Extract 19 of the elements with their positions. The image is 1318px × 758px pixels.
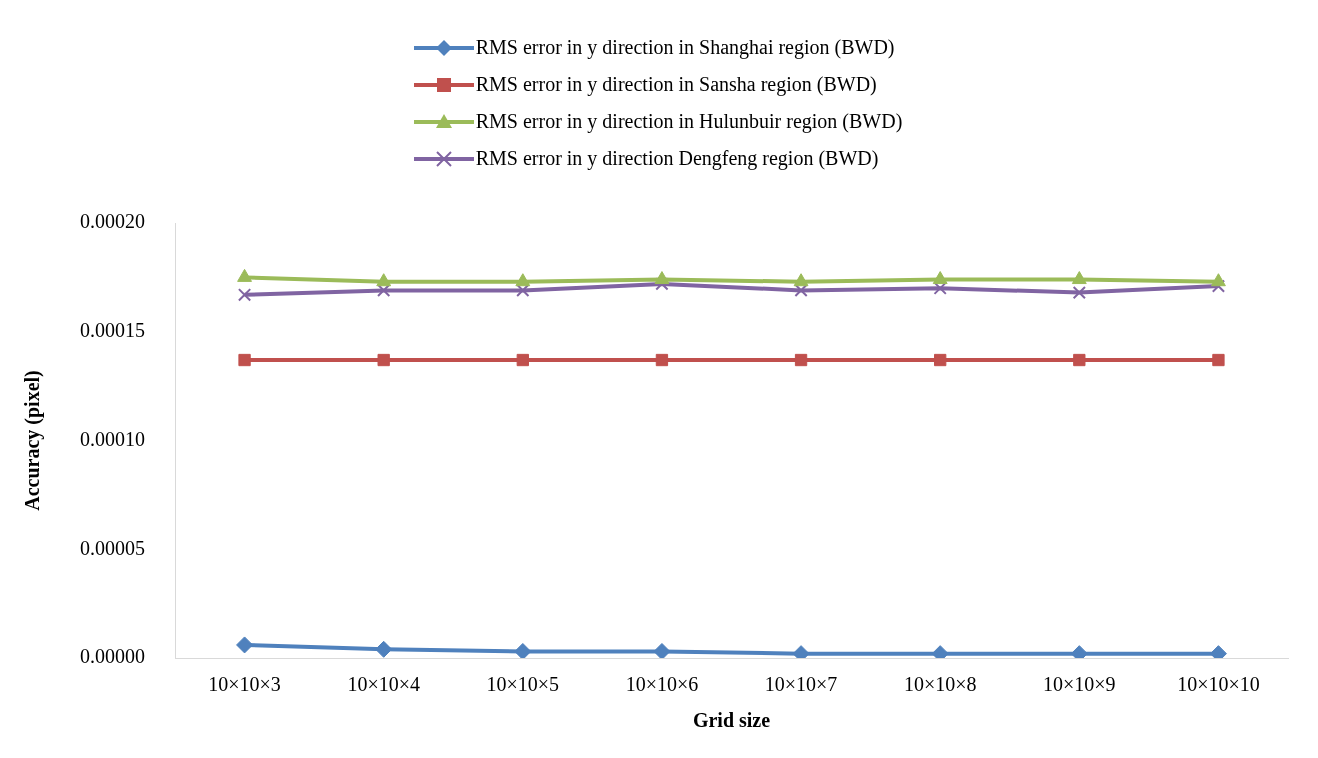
legend-label: RMS error in y direction in Sansha region (BWD) bbox=[475, 73, 877, 96]
x-tick-label: 10×10×4 bbox=[347, 673, 420, 696]
x-tick-label: 10×10×6 bbox=[625, 673, 699, 696]
y-tick-label: 0.00005 bbox=[80, 536, 145, 559]
x-axis-title: Grid size bbox=[692, 709, 771, 732]
legend-label: RMS error in y direction in Shanghai region (BWD) bbox=[475, 36, 895, 59]
x-tick-label: 10×10×7 bbox=[764, 673, 838, 696]
y-axis-title: Accuracy (pixel) bbox=[21, 370, 45, 511]
x-tick-label: 10×10×10 bbox=[1177, 673, 1260, 696]
legend-label: RMS error in y direction in Hulunbuir region (BWD) bbox=[475, 110, 903, 133]
y-tick-label: 0.00015 bbox=[80, 319, 145, 341]
x-tick-label: 10×10×3 bbox=[208, 673, 281, 696]
x-tick-label: 10×10×9 bbox=[1043, 673, 1116, 696]
y-tick-label: 0.00020 bbox=[80, 210, 145, 233]
y-tick-label: 0.00010 bbox=[80, 427, 145, 450]
y-tick-label: 0.00000 bbox=[80, 645, 145, 668]
legend-label: RMS error in y direction Dengfeng region (BWD) bbox=[475, 147, 879, 170]
x-tick-label: 10×10×8 bbox=[903, 673, 977, 696]
x-tick-label: 10×10×5 bbox=[486, 673, 560, 696]
